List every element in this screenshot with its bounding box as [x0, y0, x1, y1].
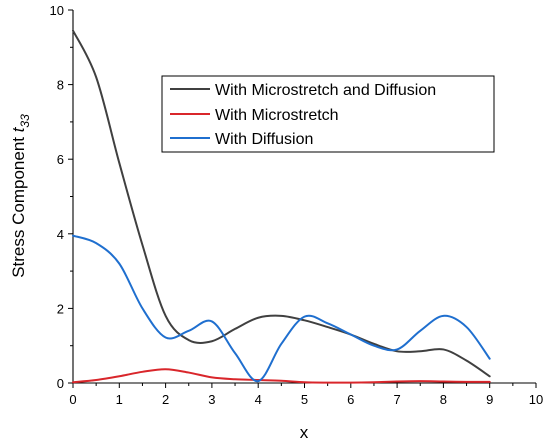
- y-axis-title: Stress Component t33: [9, 114, 32, 278]
- x-tick-label: 4: [255, 392, 262, 407]
- series-lines: [72, 29, 491, 384]
- series-line-1: [72, 29, 491, 378]
- x-tick-label: 6: [347, 392, 354, 407]
- y-axis-title-symbol: t: [9, 126, 28, 132]
- x-tick-label: 9: [486, 392, 493, 407]
- x-tick-label: 5: [301, 392, 308, 407]
- series-line-2: [72, 368, 491, 384]
- x-tick-label: 3: [208, 392, 215, 407]
- x-axis-title: x: [300, 423, 309, 442]
- y-tick-label: 4: [57, 227, 64, 242]
- legend-box: [161, 75, 495, 153]
- x-tick-label: 0: [69, 392, 76, 407]
- legend-label-series-2: With Microstretch: [215, 107, 339, 124]
- legend-label-series-1: With Microstretch and Diffusion: [215, 82, 436, 99]
- legend-label-series-3: With Diffusion: [215, 131, 313, 148]
- series-line-3: [72, 234, 491, 383]
- y-axis-title-main: Stress Component: [9, 132, 28, 278]
- y-tick-label: 8: [57, 78, 64, 93]
- x-tick-label: 2: [162, 392, 169, 407]
- x-tick-label: 10: [529, 392, 543, 407]
- legend: With Microstretch and Diffusion With Mic…: [161, 75, 495, 153]
- y-tick-label: 0: [57, 376, 64, 391]
- y-tick-label: 2: [57, 301, 64, 316]
- plot-area: 0 1 2 3 4 5 6 7 8 9 10 0 2 4 6 8 10: [50, 3, 544, 407]
- axis-ticks: 0 1 2 3 4 5 6 7 8 9 10 0 2 4 6 8 10: [50, 3, 544, 407]
- y-tick-label: 6: [57, 152, 64, 167]
- y-axis-title-subscript: 33: [18, 114, 32, 128]
- x-tick-label: 1: [116, 392, 123, 407]
- x-tick-label: 8: [440, 392, 447, 407]
- y-tick-label: 10: [50, 3, 64, 18]
- x-tick-label: 7: [393, 392, 400, 407]
